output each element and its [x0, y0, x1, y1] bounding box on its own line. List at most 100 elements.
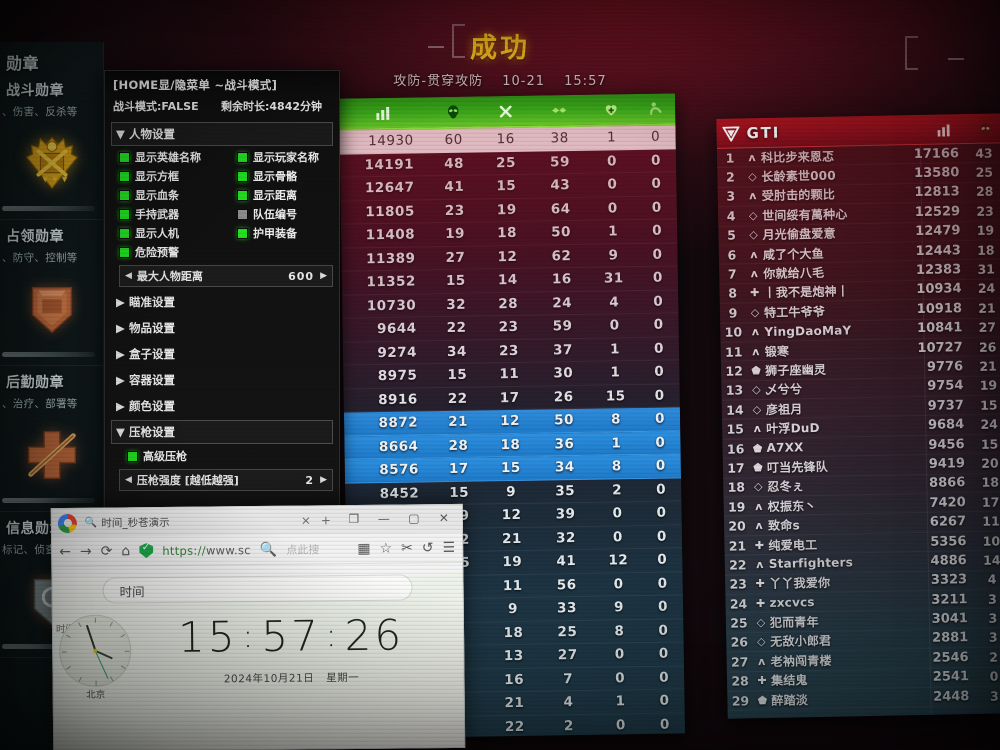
slider-recoil-strength[interactable]: ◀ 压枪强度 [越低越强] 2 ▶	[119, 469, 333, 491]
cheat-menu-status: 战斗模式:FALSE 剩余时长:4842分钟	[105, 96, 339, 120]
search-icon[interactable]: 🔍	[259, 541, 278, 558]
class-scout-icon: ◇	[750, 305, 760, 320]
gti-player-name: 特工牛爷爷	[763, 304, 826, 320]
cheat-section-aim[interactable]: ▶ 瞄准设置	[111, 290, 333, 314]
gti-rank: 6	[727, 247, 737, 263]
scoreboard-cell-score: 8916	[378, 391, 418, 408]
search-input[interactable]: 时间	[102, 574, 413, 604]
scoreboard-cell-downs: 0	[657, 551, 668, 568]
cheat-section-containers[interactable]: ▶ 容器设置	[111, 368, 333, 392]
forward-icon[interactable]: →	[79, 543, 92, 560]
cheat-section-colors[interactable]: ▶ 颜色设置	[111, 394, 333, 418]
browser-window[interactable]: 🔍 时间_秒苍演示 × + ❐ — ▢ ✕ ← → ⟳ ⌂ https://ww…	[50, 503, 466, 750]
back-icon[interactable]: ←	[59, 543, 72, 560]
checkbox-icon[interactable]	[237, 151, 248, 163]
cross-death-icon	[479, 103, 531, 119]
gti-player-name: 乄兮兮	[765, 382, 803, 398]
checkbox-icon[interactable]	[119, 246, 130, 258]
medal-card-logistics[interactable]: 后勤勋章 、治疗、部署等	[0, 366, 103, 512]
scoreboard-cell-downs: 0	[653, 293, 664, 310]
scoreboard-cell-kills: 60	[444, 131, 463, 149]
scoreboard-cell-downs: 0	[659, 716, 670, 733]
cut-scissors-icon[interactable]: ✂	[401, 539, 413, 556]
cheat-section-character[interactable]: ▼ 人物设置	[111, 122, 333, 146]
checkbox-icon[interactable]	[237, 170, 248, 182]
cheat-section-items[interactable]: ▶ 物品设置	[111, 316, 333, 340]
bookmark-star-icon[interactable]: ☆	[379, 540, 393, 557]
gti-player-name: 你就给八毛	[763, 265, 825, 281]
tab-close-icon[interactable]: ×	[300, 513, 311, 528]
option-label: 危险预警	[135, 246, 179, 259]
cheat-section-boxes[interactable]: ▶ 盒子设置	[111, 342, 333, 366]
checkbox-icon[interactable]	[237, 227, 248, 239]
gti-kills: 28	[975, 184, 994, 200]
checkbox-icon[interactable]	[119, 208, 130, 220]
option-show-skeleton[interactable]: 显示骨骼	[237, 168, 339, 184]
gti-kills: 3	[988, 591, 998, 607]
option-show-player-name[interactable]: 显示玩家名称	[237, 149, 339, 165]
checkbox-icon[interactable]	[237, 189, 248, 201]
window-controls[interactable]: ❐ — ▢ ✕	[340, 507, 458, 530]
medal-card-capture[interactable]: 占领勋章 、防守、控制等	[0, 220, 103, 366]
cheat-section-label: 人物设置	[129, 127, 175, 141]
scoreboard-cell-deaths: 23	[498, 342, 519, 359]
restore-icon[interactable]: ❐	[348, 511, 360, 527]
address-bar[interactable]: https://www.sc	[162, 543, 251, 558]
option-show-distance[interactable]: 显示距离	[237, 187, 339, 203]
checkbox-icon[interactable]	[119, 227, 130, 239]
apps-grid-icon[interactable]: ▦	[357, 540, 371, 557]
option-show-hero-name[interactable]: 显示英雄名称	[119, 149, 237, 165]
arrow-left-icon[interactable]: ◀	[125, 271, 132, 281]
browser-nav-bar[interactable]: ← → ⟳ ⌂ https://www.sc 🔍 点此搜 ▦ ☆ ✂ ↺ ☰	[52, 532, 463, 568]
scoreboard-cell-deaths: 28	[498, 295, 519, 312]
cheat-section-label: 容器设置	[129, 373, 175, 387]
new-tab-icon[interactable]: +	[320, 513, 331, 528]
close-icon[interactable]: ✕	[438, 510, 449, 526]
arrow-right-icon[interactable]: ▶	[320, 475, 327, 485]
arrow-left-icon[interactable]: ◀	[125, 475, 132, 485]
option-show-health-bar[interactable]: 显示血条	[119, 187, 237, 203]
medal-desc: 、防守、控制等	[2, 252, 78, 264]
slider-max-character-distance[interactable]: ◀ 最大人物距离 600 ▶	[119, 265, 333, 287]
arrow-right-icon[interactable]: ▶	[320, 271, 327, 281]
option-label: 显示方框	[135, 170, 179, 183]
option-show-box[interactable]: 显示方框	[119, 168, 237, 184]
gti-kills: 3	[988, 629, 998, 646]
option-danger-warning[interactable]: 危险预警	[119, 244, 237, 260]
maximize-icon[interactable]: ▢	[408, 511, 420, 526]
scoreboard-cell-revives: 0	[615, 717, 626, 734]
menu-hamburger-icon[interactable]: ☰	[442, 539, 456, 556]
option-label: 护甲装备	[253, 227, 297, 240]
gti-rank: 25	[730, 615, 748, 631]
checkbox-icon[interactable]	[119, 151, 130, 163]
checkbox-icon[interactable]	[237, 208, 248, 220]
home-icon[interactable]: ⌂	[121, 542, 131, 559]
scoreboard-cell-downs: 0	[651, 199, 662, 216]
gti-team-leaderboard[interactable]: GTI 1 ʌ 科比步来恩忑 17166 43 2 ◇ 长龄素世000 13580 25 3 ʌ 受肘击…	[716, 113, 1000, 719]
gti-player-name: 权振东丶	[767, 498, 817, 514]
scoreboard-cell-deaths: 23	[498, 319, 519, 336]
reload-icon[interactable]: ⟳	[100, 543, 113, 560]
undo-icon[interactable]: ↺	[421, 539, 434, 556]
medal-progress-bar	[2, 352, 95, 357]
option-team-number[interactable]: 队伍编号	[237, 206, 339, 222]
scoreboard-cell-downs: 0	[652, 246, 663, 263]
scoreboard-cell-revives: 15	[605, 387, 626, 405]
cheat-section-label: 盒子设置	[129, 347, 175, 361]
checkbox-icon[interactable]	[127, 450, 138, 462]
scoreboard-cell-deaths: 19	[496, 201, 517, 218]
checkbox-icon[interactable]	[119, 170, 130, 182]
class-rifle-icon: ʌ	[754, 499, 763, 513]
option-show-bots[interactable]: 显示人机	[119, 225, 237, 241]
checkbox-icon[interactable]	[119, 189, 130, 201]
option-advanced-recoil[interactable]: 高级压枪	[127, 448, 339, 464]
match-mode: 攻防-贯穿攻防	[393, 74, 484, 89]
option-armor-gear[interactable]: 护甲装备	[237, 225, 339, 241]
option-held-weapon[interactable]: 手持武器	[119, 206, 237, 222]
cheat-section-recoil[interactable]: ▼ 压枪设置	[111, 420, 333, 444]
cheat-menu-panel[interactable]: [HOME显/隐菜单 ~战斗模式] 战斗模式:FALSE 剩余时长:4842分钟…	[104, 70, 340, 516]
gti-rank: 24	[729, 596, 748, 612]
browser-tab-title[interactable]: 时间_秒苍演示	[101, 516, 170, 530]
minimize-icon[interactable]: —	[377, 511, 390, 526]
